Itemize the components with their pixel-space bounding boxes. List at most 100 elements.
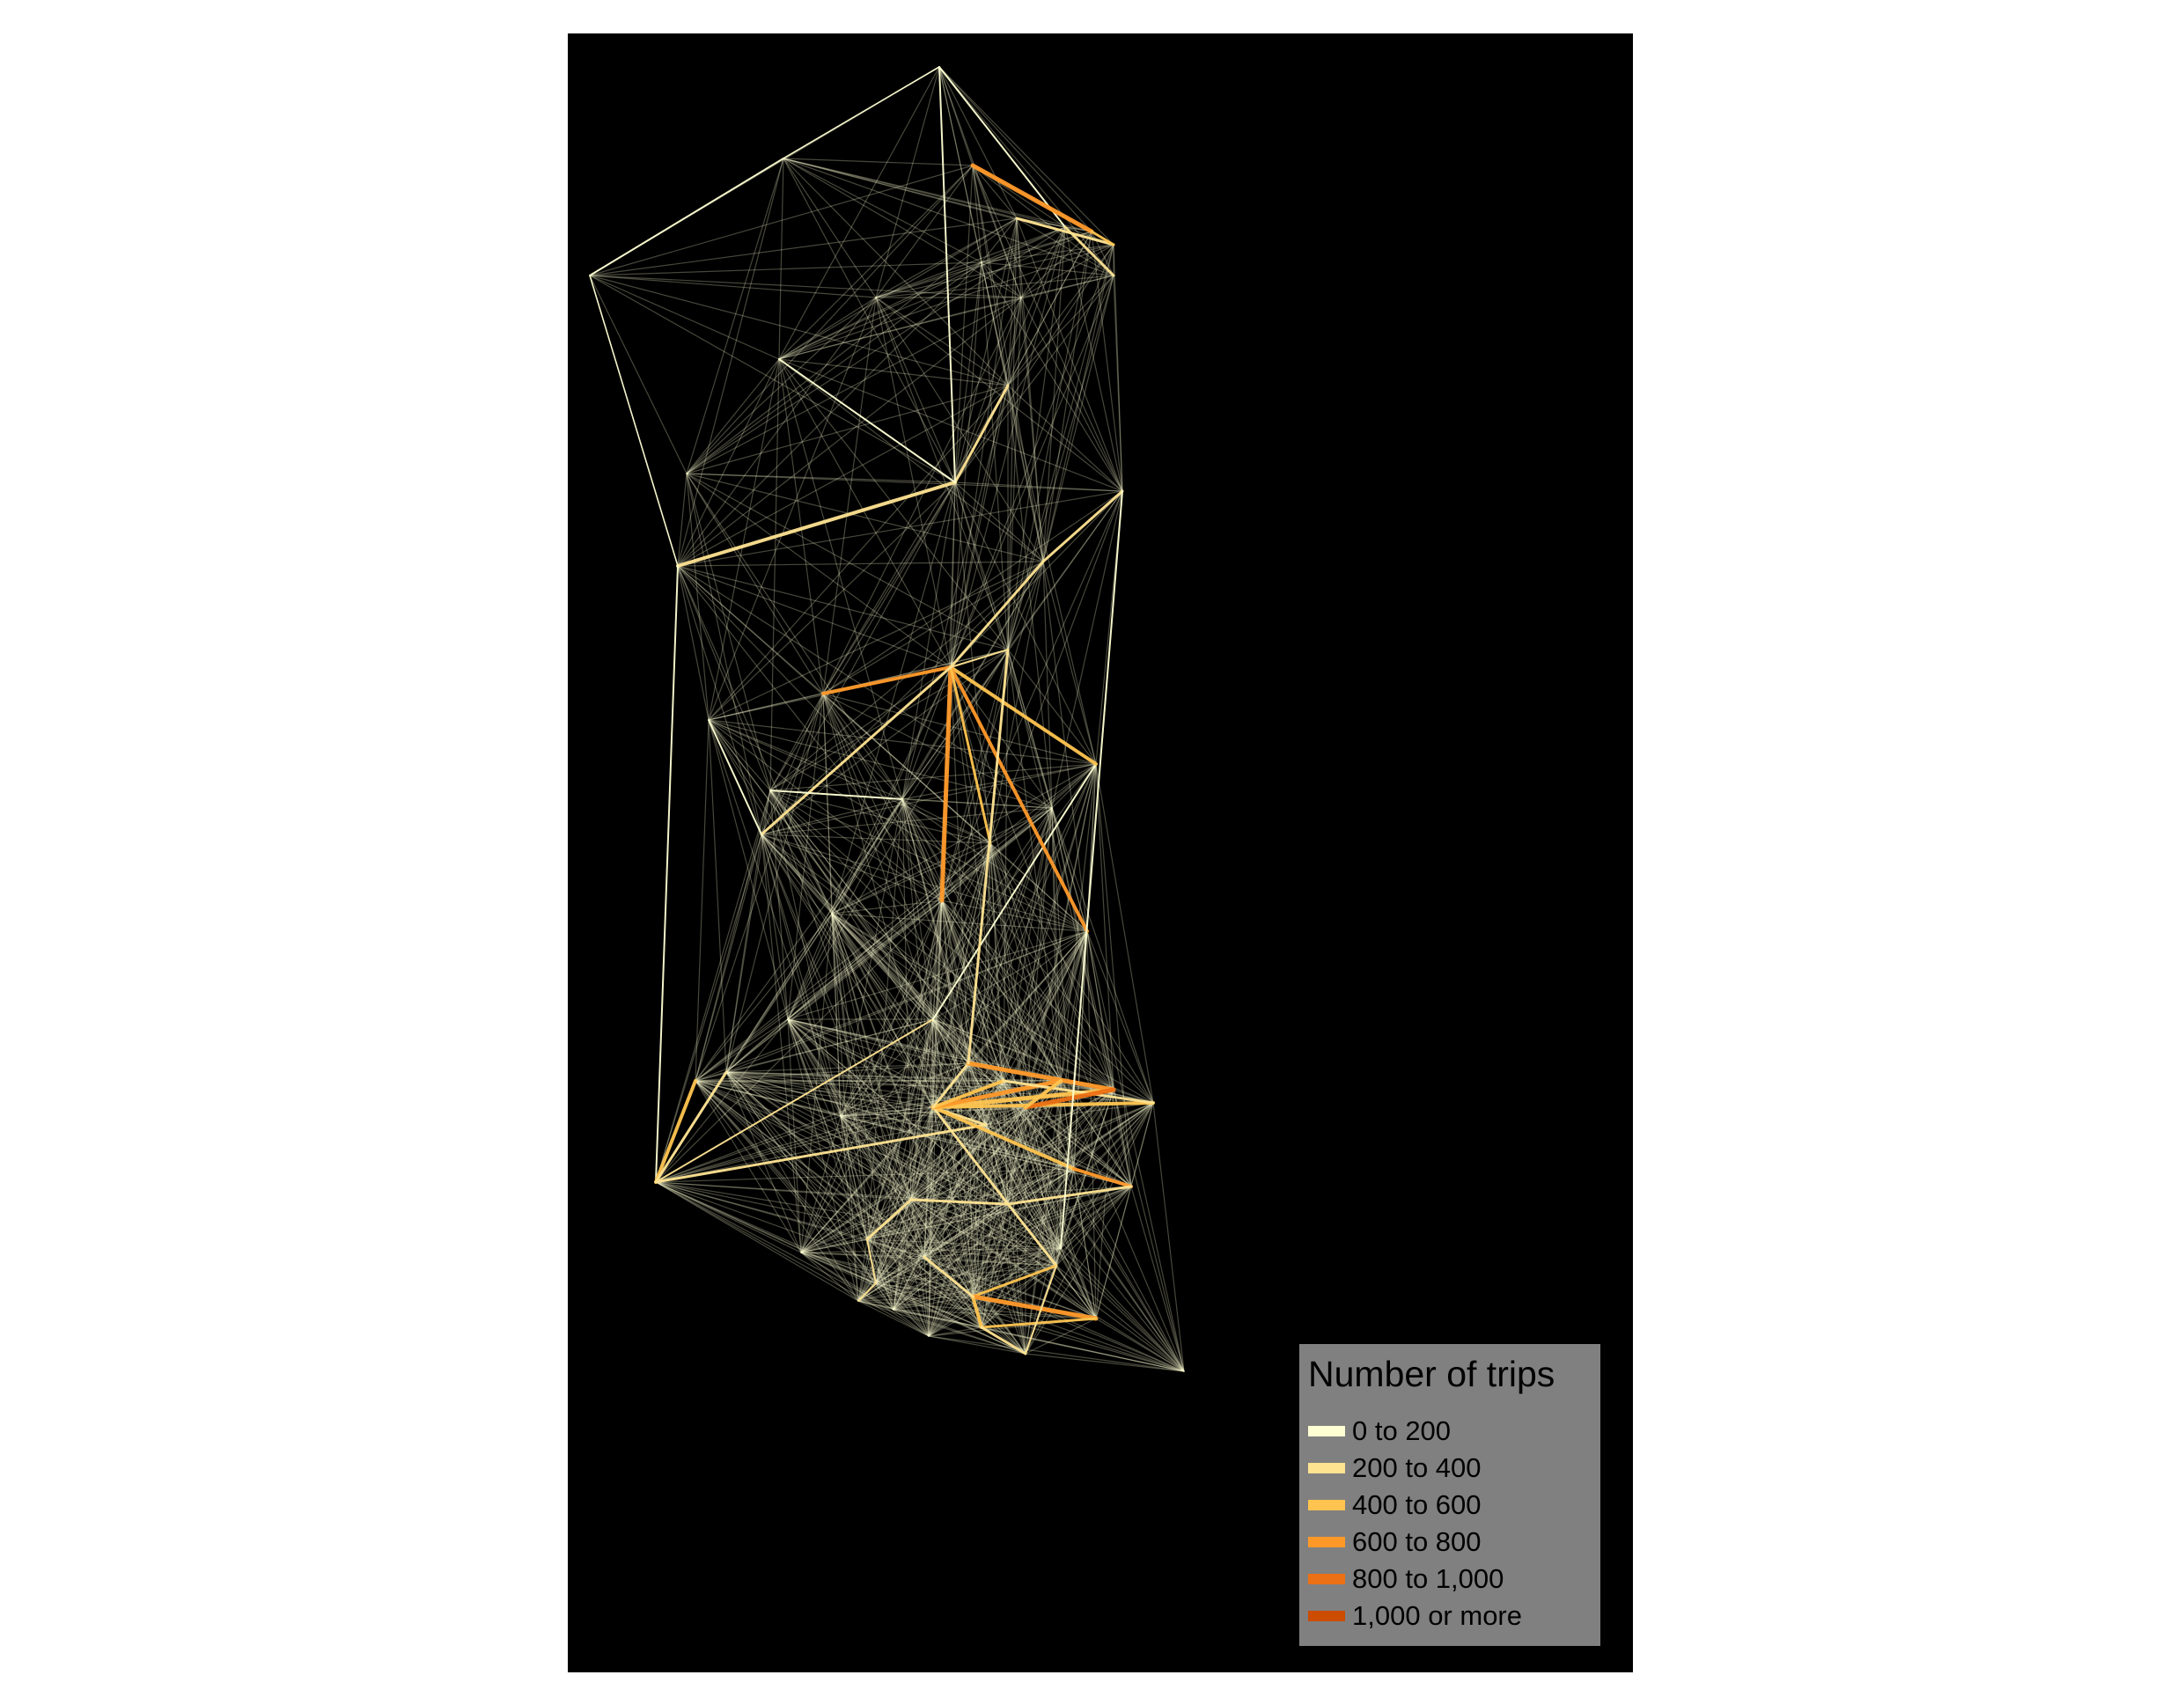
map-panel[interactable]: Number of trips 0 to 200 200 to 400 400 … xyxy=(568,33,1633,1672)
faint-flow-line xyxy=(981,217,1018,263)
faint-flow-line xyxy=(761,834,1009,1205)
faint-flow-line xyxy=(677,565,1009,650)
faint-flow-line xyxy=(1025,930,1088,1355)
faint-flow-line xyxy=(893,1309,1026,1355)
faint-flow-line xyxy=(901,481,956,800)
faint-flow-line xyxy=(989,842,1004,1082)
faint-flow-line xyxy=(1055,1168,1075,1267)
faint-flow-line xyxy=(1055,1186,1132,1267)
faint-flow-line xyxy=(967,1062,1062,1249)
faint-flow-line xyxy=(677,490,1123,567)
flow-line xyxy=(949,665,992,845)
faint-flow-line xyxy=(923,1247,1062,1258)
faint-flow-line xyxy=(857,1300,982,1328)
faint-flow-line xyxy=(725,790,771,1073)
faint-flow-line xyxy=(787,930,1088,1020)
flow-line xyxy=(938,66,956,483)
faint-flow-line xyxy=(769,790,987,1126)
faint-flow-line xyxy=(923,1168,1075,1258)
faint-flow-line xyxy=(941,900,1062,1082)
faint-flow-line xyxy=(800,1252,974,1297)
faint-flow-line xyxy=(831,913,1009,1205)
faint-flow-line xyxy=(1016,217,1114,276)
faint-flow-line xyxy=(725,1071,1004,1082)
faint-flow-line xyxy=(950,666,1053,809)
faint-flow-line xyxy=(981,1203,1009,1328)
faint-flow-line xyxy=(695,1080,1009,1205)
faint-flow-line xyxy=(893,1309,982,1328)
faint-flow-line xyxy=(928,1335,1185,1372)
faint-flow-line xyxy=(893,1247,1062,1311)
legend-item-600-800: 600 to 800 xyxy=(1308,1525,1482,1559)
faint-flow-line xyxy=(928,1080,1004,1337)
faint-flow-line xyxy=(893,1186,1132,1311)
faint-flow-line xyxy=(901,490,1123,800)
faint-flow-line xyxy=(800,1168,1075,1253)
faint-flow-line xyxy=(655,1018,789,1183)
faint-flow-line xyxy=(928,1080,1062,1337)
flow-line xyxy=(769,790,903,800)
faint-flow-line xyxy=(677,297,1022,567)
faint-flow-line xyxy=(822,297,877,694)
faint-flow-line xyxy=(950,217,1018,668)
faint-flow-line xyxy=(695,1080,987,1126)
faint-flow-line xyxy=(1060,1089,1114,1249)
faint-flow-line xyxy=(893,900,943,1311)
faint-flow-line xyxy=(1007,231,1092,650)
faint-flow-line xyxy=(1073,1102,1154,1170)
faint-flow-line xyxy=(655,1181,982,1328)
faint-flow-line xyxy=(981,1265,1057,1328)
faint-flow-line xyxy=(831,913,934,1020)
flow-line xyxy=(971,1295,983,1329)
flow-line xyxy=(857,1282,877,1302)
flow-line xyxy=(654,1123,988,1184)
legend-item-1000-plus: 1,000 or more xyxy=(1308,1599,1522,1633)
faint-flow-line xyxy=(686,473,1044,562)
faint-flow-line xyxy=(831,913,934,1108)
faint-flow-line xyxy=(655,1181,1062,1249)
faint-flow-line xyxy=(686,473,903,800)
faint-flow-line xyxy=(1073,1168,1185,1372)
faint-flow-line xyxy=(923,1089,1114,1258)
faint-flow-line xyxy=(831,913,987,1126)
faint-flow-line xyxy=(981,1080,1062,1328)
faint-flow-line xyxy=(800,900,943,1253)
faint-flow-line xyxy=(778,358,952,668)
faint-flow-line xyxy=(778,275,1114,360)
faint-flow-line xyxy=(787,1018,1026,1108)
faint-flow-line xyxy=(725,1071,1062,1082)
faint-flow-line xyxy=(655,1062,969,1183)
faint-flow-line xyxy=(708,719,842,1117)
faint-flow-line xyxy=(783,158,1022,298)
faint-flow-line xyxy=(1042,561,1088,932)
faint-flow-line xyxy=(761,649,1009,835)
faint-flow-line xyxy=(972,1186,1132,1297)
faint-flow-line xyxy=(761,834,1062,1082)
faint-flow-line xyxy=(1025,1106,1185,1372)
faint-flow-line xyxy=(967,1062,1185,1372)
faint-flow-line xyxy=(954,226,1066,483)
faint-flow-line xyxy=(695,1018,934,1082)
faint-flow-line xyxy=(831,913,1057,1267)
faint-flow-line xyxy=(941,900,1132,1187)
faint-flow-line xyxy=(954,481,1044,562)
faint-flow-line xyxy=(1003,763,1097,1082)
faint-flow-line xyxy=(787,1018,1154,1104)
faint-flow-line xyxy=(686,358,780,474)
faint-flow-line xyxy=(967,930,1088,1064)
faint-flow-line xyxy=(893,1106,1026,1311)
faint-flow-line xyxy=(989,842,1026,1108)
faint-flow-line xyxy=(831,913,974,1297)
faint-flow-line xyxy=(708,481,956,721)
faint-flow-line xyxy=(1003,1080,1062,1249)
faint-flow-line xyxy=(589,275,1022,298)
faint-flow-line xyxy=(831,913,877,1284)
faint-flow-line xyxy=(725,1071,1009,1205)
flow-line xyxy=(938,66,1066,228)
faint-flow-line xyxy=(800,1106,934,1253)
faint-flow-line xyxy=(787,1018,1075,1170)
faint-flow-line xyxy=(857,1256,925,1302)
faint-flow-line xyxy=(822,481,956,694)
faint-flow-line xyxy=(950,275,1114,668)
faint-flow-line xyxy=(1064,226,1123,492)
